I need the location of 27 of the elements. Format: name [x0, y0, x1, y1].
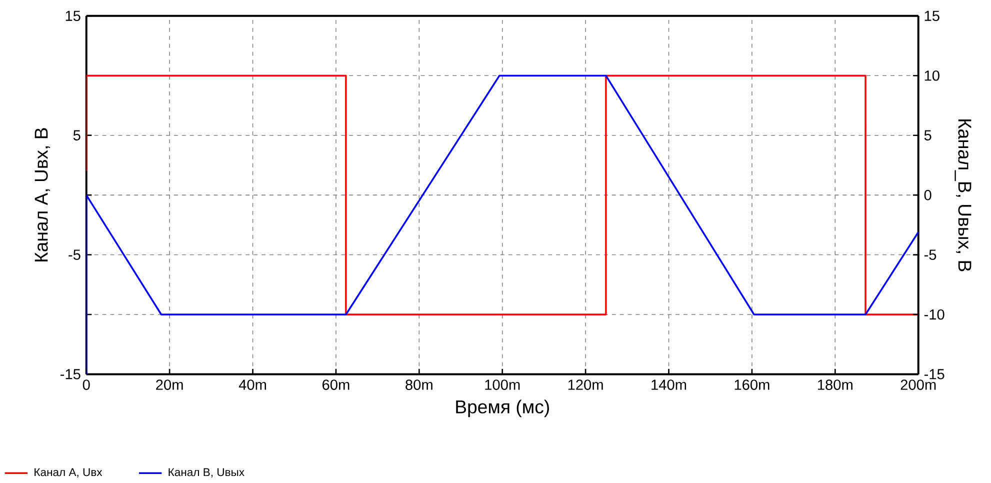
- y-tick-label: -5: [68, 250, 80, 260]
- y2-tick-label: 15: [924, 10, 940, 21]
- y-tick-label: 5: [73, 130, 80, 140]
- y2-tick-label: -15: [924, 368, 944, 380]
- y-tick-label: -15: [60, 368, 80, 380]
- x-tick-label: 120m: [568, 379, 603, 390]
- legend-label: Канал А, Uвх: [34, 468, 102, 478]
- y-tick-label: 15: [66, 10, 80, 21]
- y2-axis-title: Канал_В, Uвых, В: [954, 119, 972, 272]
- x-axis-title: Время (мс): [456, 400, 549, 417]
- y2-tick-label: -5: [924, 250, 936, 260]
- y2-tick-label: 10: [924, 70, 940, 81]
- x-tick-label: 200m: [900, 379, 936, 390]
- x-tick-label: 40m: [238, 379, 266, 390]
- legend-label: Канал В, Uвых: [168, 468, 244, 478]
- y2-tick-label: 5: [924, 130, 932, 140]
- x-tick-label: 0: [82, 379, 90, 390]
- y2-tick-label: -10: [924, 309, 944, 320]
- x-tick-label: 180m: [818, 379, 852, 390]
- x-tick-label: 80m: [406, 379, 432, 390]
- x-tick-label: 20m: [156, 379, 183, 390]
- y2-tick-label: 0: [924, 190, 932, 200]
- x-tick-label: 160m: [734, 379, 770, 390]
- x-tick-label: 140m: [652, 379, 686, 390]
- y-axis-title: Канал А, Uвх, В: [34, 128, 50, 262]
- x-tick-label: 100m: [485, 379, 520, 390]
- x-tick-label: 60m: [322, 379, 350, 390]
